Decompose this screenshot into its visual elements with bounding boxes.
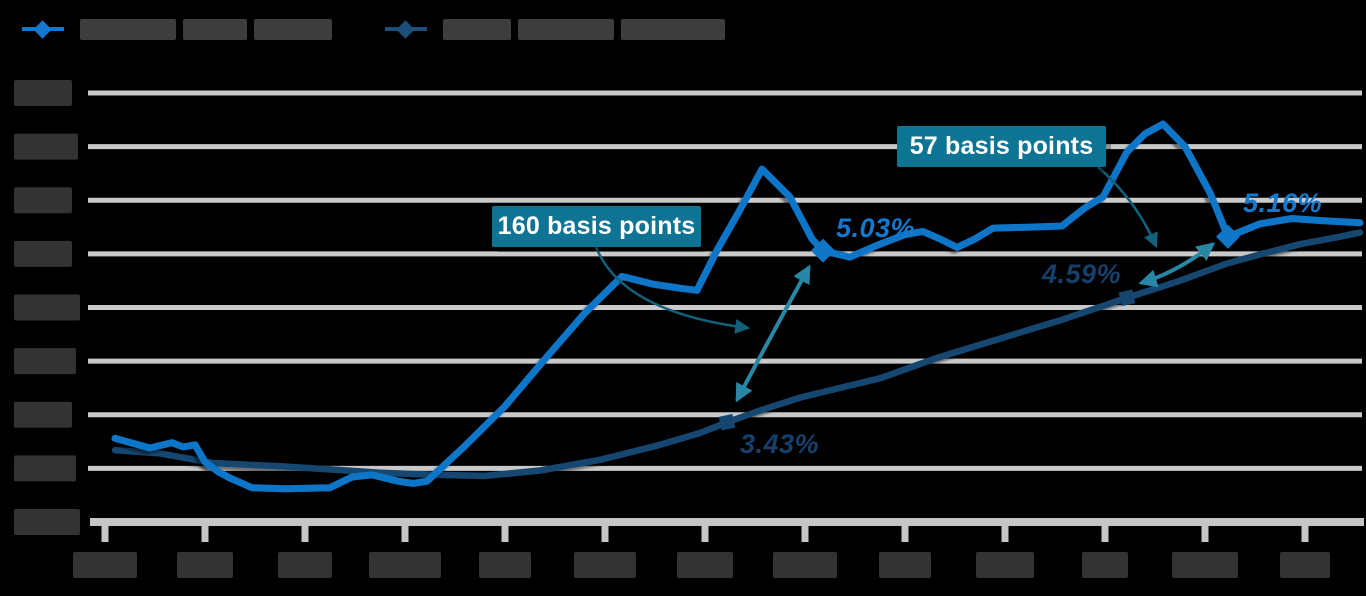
legend-label-redacted — [443, 18, 725, 40]
series-line-volatile-market-rate — [111, 120, 1364, 493]
annotation-arrows — [594, 166, 1216, 403]
square-marker — [1118, 289, 1136, 307]
gridline — [88, 144, 1362, 150]
y-tick-label-redacted — [14, 348, 76, 375]
x-axis-line — [90, 518, 1364, 526]
x-tick — [201, 526, 209, 542]
legend-item-1[interactable] — [20, 12, 332, 46]
gridline — [88, 251, 1362, 257]
y-tick-label-redacted — [14, 401, 72, 428]
x-tick — [101, 526, 109, 542]
x-tick-label-redacted — [574, 552, 636, 578]
difference-arrow — [1138, 242, 1216, 288]
y-axis-labels-redacted — [14, 80, 80, 535]
line-diamond-marker-icon — [385, 20, 427, 39]
callout-leader-arrow — [1097, 166, 1158, 249]
gridline — [88, 412, 1362, 418]
x-axis-labels-redacted — [73, 552, 1330, 578]
legend-label-redacted — [80, 18, 332, 40]
callout-57-basis-points: 57 basis points — [897, 126, 1106, 167]
point-label-5.16: 5.16% — [1243, 188, 1323, 218]
x-tick — [801, 526, 809, 542]
x-tick — [701, 526, 709, 542]
line-diamond-marker-icon — [22, 20, 64, 39]
y-tick-label-redacted — [14, 80, 72, 106]
x-tick — [301, 526, 309, 542]
point-label-5.03: 5.03% — [836, 213, 916, 243]
x-tick-label-redacted — [369, 552, 441, 578]
y-tick-label-redacted — [14, 187, 72, 214]
x-tick-label-redacted — [278, 552, 332, 578]
x-tick-label-redacted — [976, 552, 1034, 578]
x-tick-label-redacted — [479, 552, 531, 578]
gridline — [88, 90, 1362, 96]
x-axis — [90, 518, 1364, 542]
x-tick — [1001, 526, 1009, 542]
callout-leader-arrow — [594, 246, 751, 334]
callout-160-basis-points: 160 basis points — [492, 206, 701, 247]
point-label-3.43: 3.43% — [740, 429, 820, 459]
y-tick-label-redacted — [14, 240, 72, 267]
x-tick — [601, 526, 609, 542]
x-tick-label-redacted — [1082, 552, 1128, 578]
x-tick — [1301, 526, 1309, 542]
gridline — [88, 305, 1362, 310]
x-tick — [501, 526, 509, 542]
y-tick-label-redacted — [14, 133, 78, 160]
gridline — [88, 465, 1362, 471]
gridline — [88, 197, 1362, 203]
x-tick — [401, 526, 409, 542]
x-tick-label-redacted — [677, 552, 733, 578]
gridline — [88, 358, 1362, 364]
diamond-marker — [1215, 224, 1241, 249]
x-tick — [1201, 526, 1209, 542]
y-tick-label-redacted — [14, 509, 80, 535]
point-label-4.59: 4.59% — [1042, 259, 1122, 289]
x-tick-label-redacted — [773, 552, 837, 578]
x-tick-label-redacted — [879, 552, 931, 578]
legend — [0, 12, 1366, 46]
legend-item-2[interactable] — [383, 12, 725, 46]
x-tick-label-redacted — [73, 552, 137, 578]
difference-arrow — [735, 264, 811, 403]
x-tick — [1101, 526, 1109, 542]
x-tick — [901, 526, 909, 542]
y-tick-label-redacted — [14, 294, 80, 321]
x-tick-label-redacted — [1172, 552, 1238, 578]
square-marker — [718, 413, 736, 431]
gridlines — [88, 90, 1362, 471]
x-tick-label-redacted — [177, 552, 233, 578]
x-tick-label-redacted — [1280, 552, 1330, 578]
y-tick-label-redacted — [14, 455, 76, 482]
